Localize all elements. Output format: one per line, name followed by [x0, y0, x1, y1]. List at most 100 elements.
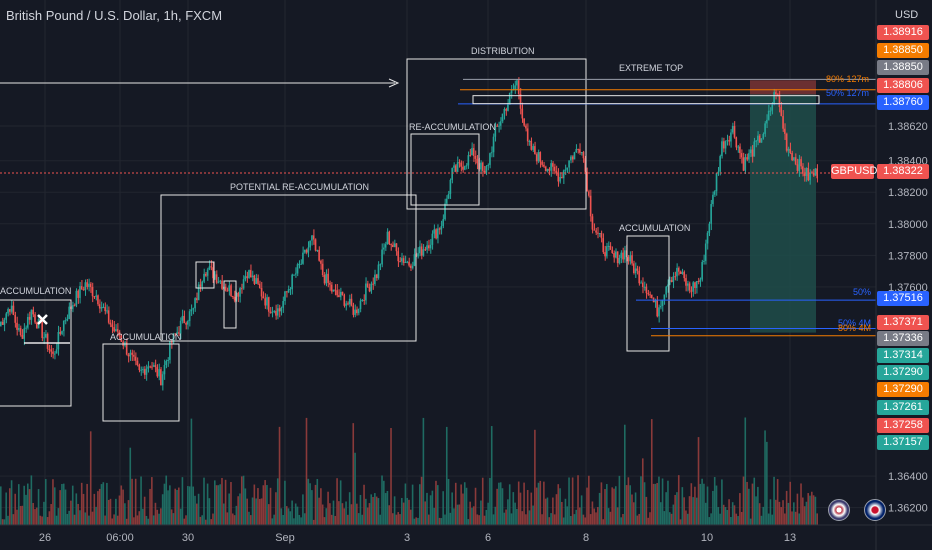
candle-body — [447, 193, 450, 199]
candle-body — [338, 295, 340, 298]
candle-body — [138, 365, 141, 371]
volume-bar — [794, 511, 797, 525]
y-tick-label: 1.38000 — [888, 219, 928, 231]
small-box-1 — [195, 261, 215, 289]
candle-body — [537, 152, 540, 162]
volume-bar — [703, 483, 705, 525]
candle-body — [287, 289, 290, 293]
volume-bar — [413, 518, 416, 525]
candle-body — [632, 263, 635, 273]
volume-bar — [676, 492, 678, 525]
volume-bar — [444, 514, 446, 525]
candle-body — [352, 305, 355, 315]
candle-body — [489, 153, 491, 165]
x-tick-label: 13 — [784, 532, 796, 544]
candle-body — [550, 163, 552, 171]
candle-body — [359, 300, 362, 309]
volume-bar — [93, 493, 96, 525]
candle-body — [544, 166, 547, 172]
volume-bar — [46, 517, 49, 525]
volume-bar — [100, 484, 103, 525]
volume-bar — [579, 507, 581, 525]
volume-bar — [3, 519, 6, 525]
volume-bar — [512, 492, 515, 525]
volume-bar — [749, 518, 752, 525]
volume-bar — [1, 519, 4, 525]
candle-body — [356, 309, 358, 314]
volume-bar — [422, 417, 425, 525]
candle-body — [458, 162, 461, 164]
candle-body — [487, 164, 489, 167]
accumulation-box-right — [626, 235, 670, 352]
candle-body — [154, 365, 157, 368]
candle-body — [374, 274, 376, 284]
volume-bar — [149, 488, 151, 525]
candle-body — [156, 367, 159, 377]
volume-bar — [760, 515, 763, 525]
candle-body — [767, 110, 770, 120]
volume-bar — [368, 503, 371, 525]
candle-body — [456, 162, 459, 172]
volume-bar — [598, 492, 601, 525]
candle-body — [634, 268, 637, 273]
volume-bar — [435, 480, 437, 525]
candle-body — [194, 298, 196, 309]
volume-bar — [688, 496, 691, 525]
candle-body — [766, 119, 768, 124]
volume-bar — [311, 490, 313, 525]
volume-bar — [604, 489, 606, 525]
volume-bar — [98, 488, 101, 525]
candle-body — [325, 273, 328, 284]
candle-body — [758, 135, 761, 143]
volume-bar — [480, 500, 482, 525]
volume-bar — [39, 515, 42, 525]
candle-body — [631, 255, 633, 264]
volume-bar — [615, 486, 617, 525]
candle-body — [435, 229, 437, 239]
target-zone-top — [750, 80, 816, 95]
volume-bar — [273, 514, 275, 525]
candle-body — [726, 140, 729, 142]
candle-body — [526, 128, 529, 142]
us-flag-icon[interactable] — [828, 499, 850, 521]
candle-body — [203, 273, 205, 282]
volume-bar — [674, 494, 676, 525]
volume-bar — [474, 487, 477, 525]
volume-bar — [629, 485, 631, 525]
volume-bar — [122, 489, 124, 525]
candle-body — [151, 366, 153, 368]
uk-flag-icon[interactable] — [864, 499, 886, 521]
candle-body — [740, 153, 743, 158]
volume-bar — [323, 517, 326, 525]
annotation-distribution: DISTRIBUTION — [471, 46, 535, 56]
candle-body — [251, 275, 254, 278]
volume-bar — [185, 515, 187, 525]
candle-body — [260, 288, 263, 297]
candle-body — [334, 289, 337, 291]
candle-body — [271, 311, 274, 313]
price-tag: 1.37290 — [877, 365, 929, 380]
volume-bar — [264, 480, 266, 525]
candle-body — [462, 166, 464, 170]
candle-body — [25, 327, 27, 329]
candle-body — [807, 167, 810, 181]
candle-body — [789, 148, 792, 153]
volume-bar — [399, 514, 401, 525]
volume-bar — [602, 519, 605, 525]
volume-bar — [650, 419, 653, 525]
candle-body — [5, 313, 7, 320]
volume-bar — [271, 518, 274, 525]
candle-body — [701, 261, 703, 280]
volume-bar — [312, 519, 315, 525]
volume-bar — [757, 486, 759, 525]
volume-bar — [134, 478, 137, 525]
volume-bar — [733, 505, 736, 525]
candle-body — [244, 276, 247, 280]
volume-bar — [589, 514, 592, 525]
volume-bar — [762, 506, 765, 525]
volume-bar — [686, 513, 689, 525]
x-tick-label: 06:00 — [106, 532, 134, 544]
volume-bar — [12, 514, 15, 525]
candle-body — [615, 251, 617, 258]
